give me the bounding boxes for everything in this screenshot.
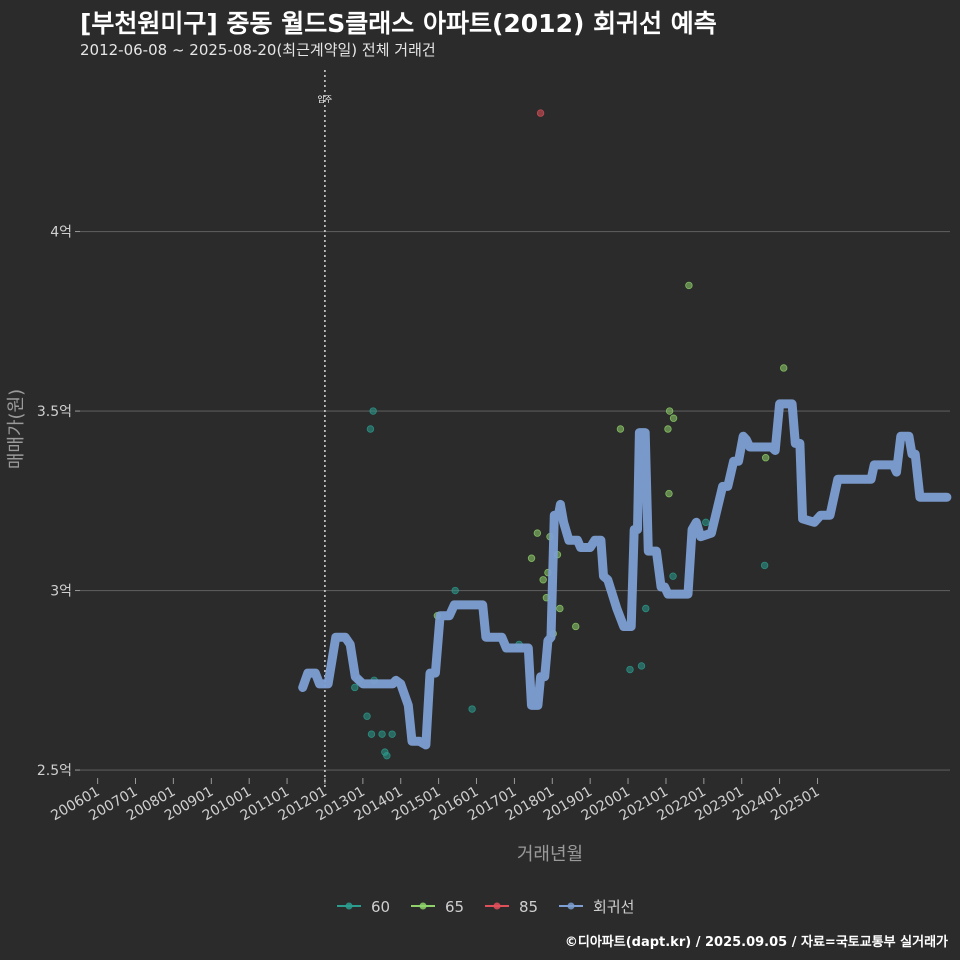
- point-65-12: [665, 407, 674, 415]
- legend: 60 65 85 회귀선: [337, 898, 634, 916]
- scatter-points: [351, 109, 788, 760]
- point-65-16: [685, 281, 693, 290]
- regression-line: [298, 399, 952, 750]
- y-axis-ticks: 2.5억 3억 3.5억 4억: [37, 225, 80, 779]
- point-85-0: [536, 109, 545, 117]
- point-65-17: [761, 454, 770, 462]
- annotation-label-0: 입주: [318, 95, 333, 104]
- point-60-8: [383, 751, 391, 760]
- y-tick-label-2: 3.5억: [37, 404, 72, 420]
- footer-credit: ©디아파트(dapt.kr) / 2025.09.05 / 자료=국토교통부 실…: [564, 935, 948, 950]
- regression-layer: [298, 399, 952, 750]
- point-65-11: [616, 425, 625, 433]
- point-60-6: [378, 730, 386, 738]
- point-60-0: [351, 683, 359, 692]
- point-60-2: [363, 712, 371, 720]
- y-axis-title: 매매가(원): [6, 389, 27, 469]
- point-65-15: [665, 489, 673, 498]
- point-65-10: [572, 622, 580, 631]
- point-65-13: [664, 425, 672, 433]
- point-60-9: [388, 730, 396, 738]
- y-tick-label-1: 3억: [50, 584, 72, 600]
- point-60-3: [366, 425, 375, 433]
- x-axis-ticks: 2006012007012008012009012010012011012012…: [48, 778, 823, 824]
- point-60-5: [367, 730, 376, 738]
- legend-label-1: 65: [445, 898, 464, 916]
- legend-swatch-point-2: [493, 902, 501, 910]
- point-60-4: [369, 407, 377, 415]
- point-60-18: [702, 518, 710, 527]
- point-65-9: [556, 604, 564, 613]
- x-axis-title: 거래년월: [517, 844, 583, 865]
- point-60-16: [642, 604, 650, 613]
- point-60-19: [760, 561, 769, 570]
- point-60-17: [669, 572, 677, 580]
- point-60-14: [626, 665, 634, 674]
- point-65-1: [527, 554, 536, 562]
- y-tick-label-0: 2.5억: [37, 763, 72, 779]
- chart-subtitle: 2012-06-08 ~ 2025-08-20(최근계약일) 전체 거래건: [80, 41, 436, 59]
- point-65-2: [533, 529, 542, 537]
- legend-swatch-point-1: [419, 902, 427, 910]
- legend-label-0: 60: [371, 898, 390, 916]
- point-65-18: [780, 364, 788, 372]
- legend-label-2: 85: [519, 898, 538, 916]
- grid-lines: [80, 230, 950, 771]
- point-65-14: [669, 414, 678, 422]
- chart-title: [부천원미구] 중동 월드S클래스 아파트(2012) 회귀선 예측: [80, 9, 717, 38]
- annotation-layer: 입주: [318, 70, 333, 788]
- point-65-3: [539, 576, 547, 584]
- legend-swatch-point-0: [345, 902, 353, 910]
- legend-swatch-point-3: [567, 902, 575, 910]
- point-60-11: [451, 586, 459, 595]
- y-tick-label-3: 4억: [50, 225, 72, 241]
- point-60-12: [468, 705, 476, 713]
- legend-label-3: 회귀선: [593, 898, 634, 916]
- point-60-15: [637, 662, 646, 670]
